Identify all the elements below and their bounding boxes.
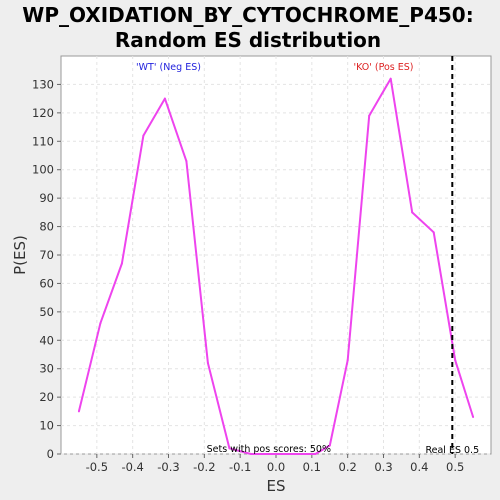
data-point bbox=[328, 444, 331, 447]
x-tick-label: 0.5 bbox=[446, 460, 464, 474]
data-point bbox=[120, 262, 123, 265]
data-point bbox=[206, 362, 209, 365]
y-tick-label: 30 bbox=[39, 362, 54, 376]
data-point bbox=[432, 231, 435, 234]
ko-pos-es-label: 'KO' (Pos ES) bbox=[353, 62, 413, 73]
y-tick-label: 60 bbox=[39, 276, 54, 290]
data-point bbox=[99, 322, 102, 325]
y-axis-label: P(ES) bbox=[11, 235, 29, 275]
pos-scores-label: Sets with pos scores: 50% bbox=[207, 444, 331, 455]
series-group bbox=[77, 77, 475, 455]
x-tick-label: -0.1 bbox=[229, 460, 251, 474]
x-tick-label: 0.2 bbox=[339, 460, 357, 474]
x-tick-label: -0.4 bbox=[121, 460, 143, 474]
y-tick-label: 20 bbox=[39, 390, 54, 404]
data-point bbox=[472, 416, 475, 419]
x-tick-label: 0.1 bbox=[303, 460, 321, 474]
y-tick-label: 120 bbox=[32, 106, 54, 120]
real-es-label: Real ES 0.5 bbox=[425, 445, 479, 456]
y-tick-label: 70 bbox=[39, 248, 54, 262]
wt-neg-es-label: 'WT' (Neg ES) bbox=[136, 62, 201, 73]
grid bbox=[61, 56, 491, 455]
data-point bbox=[368, 114, 371, 117]
y-tick-label: 110 bbox=[32, 134, 54, 148]
y-tick-label: 0 bbox=[47, 447, 54, 461]
data-point bbox=[292, 453, 295, 455]
y-tick-label: 40 bbox=[39, 333, 54, 347]
y-tick-label: 80 bbox=[39, 220, 54, 234]
data-point bbox=[77, 410, 80, 413]
data-point bbox=[142, 134, 145, 137]
y-tick-label: 130 bbox=[32, 77, 54, 91]
data-point bbox=[454, 359, 457, 362]
x-tick-label: -0.3 bbox=[157, 460, 179, 474]
x-tick-label: 0.3 bbox=[374, 460, 392, 474]
data-point bbox=[346, 359, 349, 362]
x-tick-label: 0.0 bbox=[267, 460, 285, 474]
y-tick-label: 90 bbox=[39, 191, 54, 205]
data-point bbox=[249, 453, 252, 455]
data-point bbox=[228, 447, 231, 450]
x-tick-label: -0.2 bbox=[193, 460, 215, 474]
y-tick-label: 50 bbox=[39, 305, 54, 319]
data-point bbox=[271, 453, 274, 455]
axes: -0.5 -0.4 -0.3 -0.2 -0.1 0.0 0.1 0.2 0.3 0.4 0.5 0 1… bbox=[32, 77, 464, 474]
es-distribution-line bbox=[77, 77, 475, 455]
data-point bbox=[314, 453, 317, 455]
x-tick-label: -0.5 bbox=[86, 460, 108, 474]
x-axis-label: ES bbox=[267, 477, 286, 495]
data-point bbox=[411, 211, 414, 214]
data-point bbox=[389, 77, 392, 80]
y-tick-label: 10 bbox=[39, 419, 54, 433]
annotations: 'WT' (Neg ES) 'KO' (Pos ES) Sets with pos … bbox=[136, 62, 479, 456]
data-point bbox=[185, 160, 188, 163]
x-tick-label: 0.4 bbox=[410, 460, 428, 474]
data-point bbox=[163, 97, 166, 100]
chart-title: WP_OXIDATION_BY_CYTOCHROME_P450: bbox=[22, 3, 473, 27]
y-tick-label: 100 bbox=[32, 163, 54, 177]
chart-subtitle: Random ES distribution bbox=[115, 28, 381, 52]
